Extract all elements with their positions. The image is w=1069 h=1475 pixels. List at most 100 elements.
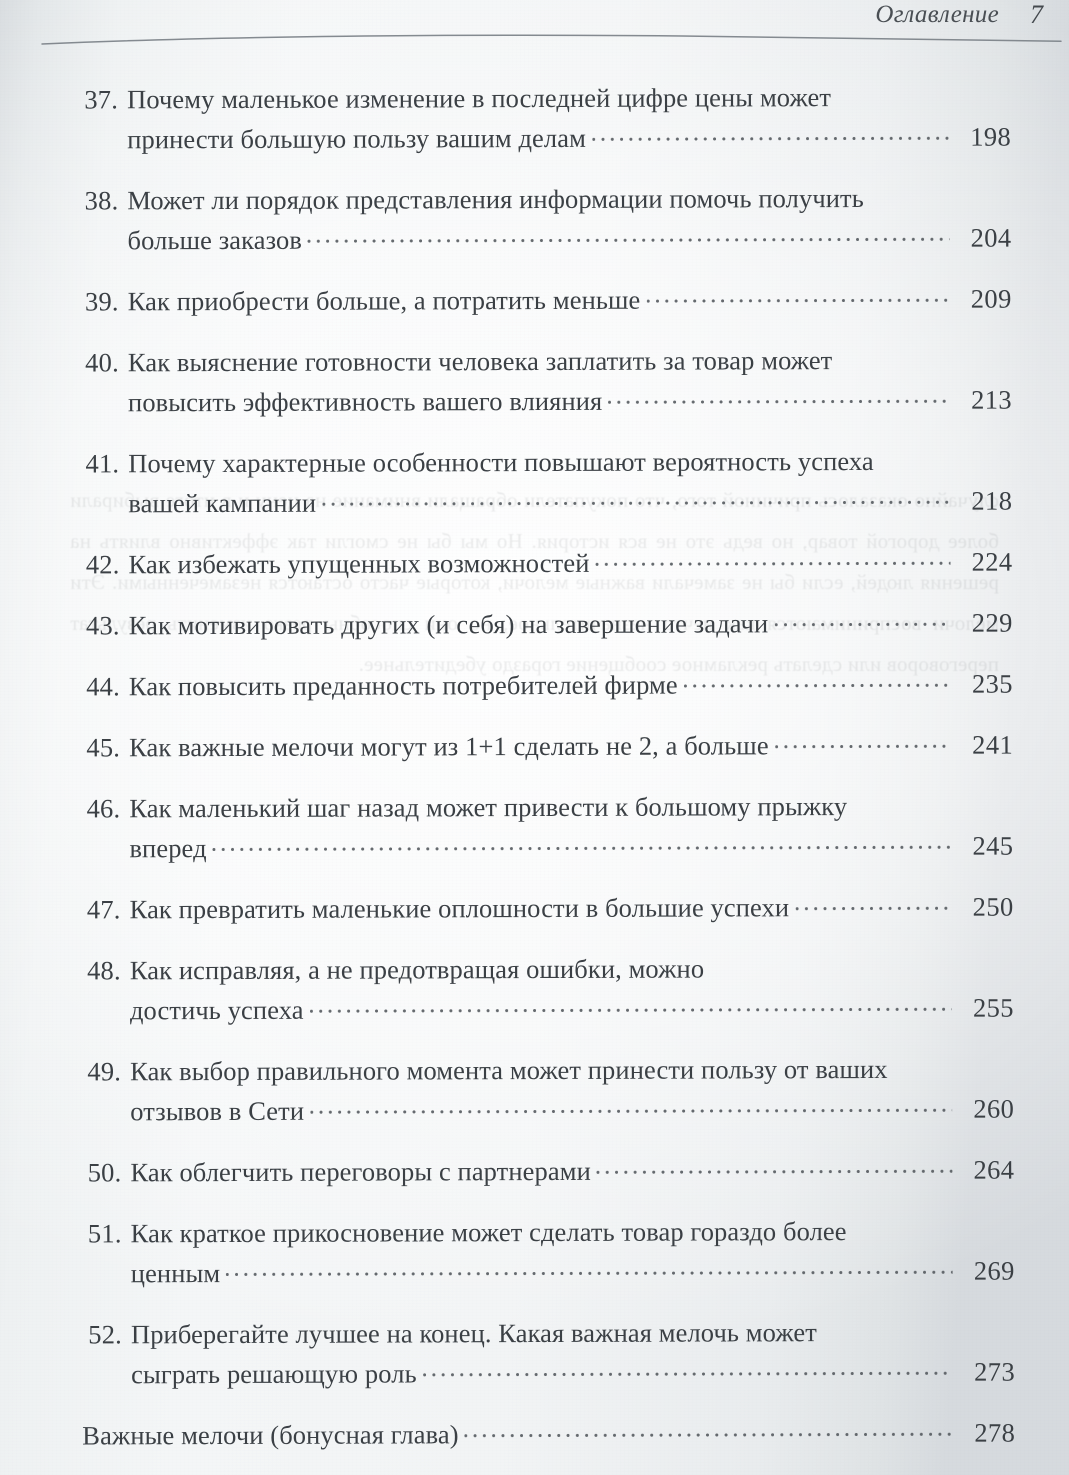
toc-entry-number: 51.: [87, 1218, 122, 1249]
toc-entry-body: Как облегчить переговоры с партнерами 264: [121, 1150, 1014, 1193]
toc-entry-title-line: Как выбор правильного момента может прин…: [130, 1053, 888, 1087]
toc-entry-body: Может ли порядок представления информаци…: [118, 178, 1011, 261]
toc-entry[interactable]: 45. Как важные мелочи могут из 1+1 сделат…: [76, 725, 1013, 768]
toc-leader-row: достичь успеха 255: [130, 988, 1014, 1031]
toc-entry-number: 50.: [87, 1157, 122, 1188]
table-of-contents: 37. Почему маленькое изменение в последне…: [74, 77, 1016, 1475]
toc-dot-leader: [465, 1415, 954, 1443]
toc-entry-title-last-line: Как приобрести больше, а потратить меньш…: [127, 284, 641, 317]
toc-entry-page-number: 213: [971, 384, 1013, 415]
toc-dot-leader: [795, 889, 952, 916]
toc-entry[interactable]: 51. Как краткое прикосновение может сдела…: [78, 1211, 1015, 1294]
toc-entry-body: Как краткое прикосновение может сделать …: [122, 1211, 1015, 1294]
toc-entry-title-last-line: Как повысить преданность потребителей фи…: [128, 669, 678, 702]
toc-entry-title-line: Как выяснение готовности человека заплат…: [127, 345, 833, 378]
toc-entry-page-number: 278: [974, 1417, 1016, 1448]
toc-entry-body: Почему характерные особенности повышают …: [119, 441, 1012, 524]
toc-entry-page-number: 269: [973, 1255, 1015, 1286]
toc-dot-leader: [592, 119, 949, 147]
toc-entry-title-line: Может ли порядок представления информаци…: [127, 182, 864, 216]
toc-dot-leader: [226, 1253, 953, 1282]
toc-leader-row: вашей кампании 218: [128, 481, 1012, 524]
header-rule: [40, 33, 1063, 49]
toc-entry[interactable]: 39. Как приобрести больше, а потратить ме…: [75, 279, 1012, 322]
toc-entry[interactable]: 40. Как выяснение готовности человека зап…: [75, 340, 1012, 423]
toc-entry-title-last-line: сыграть решающую роль: [131, 1358, 417, 1390]
toc-entry-body: Почему маленькое изменение в последней ц…: [118, 77, 1011, 160]
toc-dot-leader: [213, 828, 952, 857]
toc-entry-page-number: 209: [970, 283, 1012, 314]
toc-entry-body: Как приобрести больше, а потратить меньш…: [119, 279, 1012, 322]
toc-entry-body: Как мотивировать других (и себя) на заве…: [120, 603, 1013, 646]
toc-entry-title-last-line: достичь успеха: [129, 994, 304, 1026]
toc-entry-number: 47.: [86, 894, 121, 925]
toc-leader-row: больше заказов 204: [127, 218, 1011, 261]
toc-leader-row: Как облегчить переговоры с партнерами 264: [130, 1150, 1014, 1193]
toc-entry[interactable]: 47. Как превратить маленькие оплошности в…: [77, 887, 1014, 930]
toc-entry-body: Важные мелочи (бонусная глава) 278: [78, 1413, 1015, 1456]
toc-entry[interactable]: 42. Как избежать упущенных возможностей 22…: [75, 542, 1013, 585]
toc-entry[interactable]: 49. Как выбор правильного момента может п…: [77, 1049, 1014, 1132]
toc-entry[interactable]: 52. Приберегайте лучшее на конец. Какая в…: [78, 1312, 1015, 1395]
toc-leader-row: Как важные мелочи могут из 1+1 сделать н…: [129, 725, 1013, 768]
toc-entry-page-number: 250: [972, 891, 1014, 922]
toc-dot-leader: [310, 1091, 952, 1120]
toc-dot-leader: [774, 605, 951, 632]
toc-entry[interactable]: 37. Почему маленькое изменение в последне…: [74, 77, 1011, 160]
toc-entry-number: 41.: [85, 448, 120, 479]
toc-entry-page-number: 264: [973, 1154, 1015, 1185]
toc-entry-title-last-line: Как облегчить переговоры с партнерами: [130, 1155, 591, 1188]
toc-dot-leader: [309, 990, 951, 1019]
toc-entry-body: Как исправляя, а не предотвращая ошибки,…: [121, 948, 1014, 1031]
toc-entry-page-number: 224: [971, 546, 1013, 577]
toc-entry-title-last-line: принести большую пользу вашим делам: [127, 122, 586, 155]
page-folio-number: 7: [1030, 0, 1043, 29]
toc-entry-body: Как маленький шаг назад может привести к…: [120, 786, 1013, 869]
toc-entry-number: 37.: [84, 84, 119, 115]
toc-entry-title-last-line: отзывов в Сети: [130, 1095, 305, 1127]
toc-entry-title-last-line: Как избежать упущенных возможностей: [128, 547, 590, 580]
toc-entry-page-number: 241: [972, 729, 1014, 760]
toc-entry-page-number: 260: [973, 1093, 1015, 1124]
toc-leader-row: принести большую пользу вашим делам 198: [127, 117, 1011, 160]
toc-entry-title-line: Как маленький шаг назад может привести к…: [129, 791, 848, 824]
toc-entry-body: Как выбор правильного момента может прин…: [121, 1049, 1014, 1132]
toc-dot-leader: [684, 666, 951, 693]
toc-entry[interactable]: 43. Как мотивировать других (и себя) на з…: [76, 603, 1013, 646]
toc-dot-leader: [775, 727, 952, 754]
toc-dot-leader: [597, 1152, 953, 1180]
toc-entry-page-number: 229: [971, 607, 1013, 638]
toc-entry-title-line: Почему маленькое изменение в последней ц…: [127, 82, 832, 115]
toc-entry[interactable]: 41. Почему характерные особенности повыша…: [75, 441, 1012, 524]
toc-entry-page-number: 273: [974, 1356, 1016, 1387]
toc-entry[interactable]: 46. Как маленький шаг назад может привест…: [76, 786, 1014, 869]
toc-entry-body: Как важные мелочи могут из 1+1 сделать н…: [120, 725, 1013, 768]
toc-entry-page-number: 245: [972, 830, 1014, 861]
toc-entry-number: 46.: [86, 793, 121, 824]
toc-entry-number: 44.: [86, 671, 120, 702]
toc-entry-body: Как избежать упущенных возможностей 224: [119, 542, 1012, 585]
toc-leader-row: Как мотивировать других (и себя) на заве…: [129, 603, 1013, 646]
toc-leader-row: Как избежать упущенных возможностей 224: [128, 542, 1012, 585]
toc-entry-body: Как выяснение готовности человека заплат…: [119, 340, 1012, 423]
toc-entry-page-number: 255: [972, 992, 1014, 1023]
toc-entry-title-line: Почему характерные особенности повышают …: [128, 445, 874, 479]
toc-entry-title-line: Как краткое прикосновение может сделать …: [130, 1216, 847, 1249]
toc-entry[interactable]: 44. Как повысить преданность потребителей…: [76, 664, 1013, 707]
toc-entry[interactable]: Важные мелочи (бонусная глава) 278: [78, 1413, 1015, 1456]
toc-entry-number: 52.: [88, 1319, 122, 1350]
toc-entry[interactable]: 38. Может ли порядок представления информ…: [74, 178, 1012, 261]
toc-entry-number: 39.: [84, 286, 119, 317]
toc-leader-row: повысить эффективность вашего влияния 213: [128, 380, 1012, 423]
toc-entry-number: 48.: [87, 955, 121, 986]
toc-entry[interactable]: 50. Как облегчить переговоры с партнерами…: [77, 1150, 1015, 1193]
toc-entry[interactable]: 48. Как исправляя, а не предотвращая ошиб…: [77, 948, 1014, 1031]
toc-dot-leader: [595, 544, 950, 572]
toc-entry-title-last-line: больше заказов: [127, 224, 302, 256]
toc-dot-leader: [608, 382, 950, 410]
toc-entry-title-last-line: вашей кампании: [128, 487, 317, 519]
toc-entry-title-last-line: повысить эффективность вашего влияния: [127, 385, 603, 418]
toc-entry-title-last-line: Как превратить маленькие оплошности в бо…: [129, 892, 790, 925]
running-head: Оглавление 7: [0, 0, 1043, 36]
